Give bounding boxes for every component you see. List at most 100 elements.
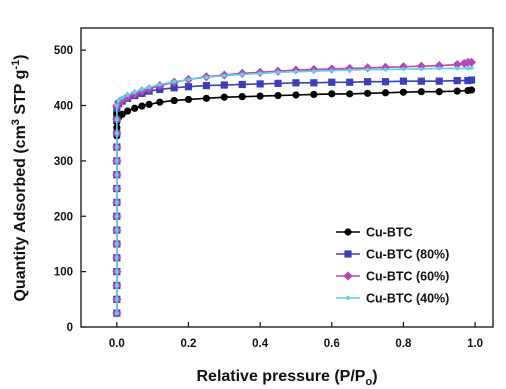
x-axis-title-end: ) [372,368,377,385]
data-point [145,100,153,109]
data-point [220,81,228,89]
data-point [383,67,388,72]
data-point [114,117,119,122]
data-point [328,78,336,86]
legend-item: Cu-BTC (40%) [336,292,449,306]
data-point [347,68,352,73]
data-point [293,69,298,74]
x-tick-label: 1.0 [467,338,483,350]
data-point [417,77,425,85]
plot-frame [80,27,494,328]
y-tick-label: 400 [54,101,73,113]
data-point [381,78,390,86]
data-point [292,79,300,87]
series-layer [112,57,477,318]
data-point [435,88,443,96]
data-point [401,66,406,71]
data-point [114,283,119,288]
data-point [276,70,281,75]
data-point [170,96,178,105]
data-point [156,98,164,106]
legend-marker [346,296,350,300]
data-point [238,93,246,101]
data-point [116,98,121,103]
data-point [114,145,119,150]
x-tick-label: 0.2 [180,338,196,350]
data-point [222,73,227,78]
x-axis-title-main: Relative pressure (P/P [196,368,365,385]
data-point [114,241,119,246]
y-axis-title-c: ) [12,54,29,59]
data-point [453,77,461,85]
data-point [364,89,372,97]
data-point [170,84,178,92]
data-point [240,72,245,77]
data-point [131,104,139,112]
data-point [186,77,191,82]
data-point [467,86,476,94]
data-point [157,82,162,87]
data-point [114,186,119,191]
legend-marker [344,250,352,258]
legend-label: Cu-BTC [366,226,413,240]
data-point [114,255,119,260]
data-point [292,91,300,99]
data-point [311,69,316,74]
data-point [455,66,460,71]
data-point [399,88,408,96]
data-point [364,78,372,86]
y-axis-title-sup1: 3 [10,119,22,125]
legend-item: Cu-BTC [336,226,413,240]
data-point [132,90,137,95]
data-point [419,66,424,71]
data-point [381,89,390,97]
data-point [435,77,443,85]
data-point [329,68,334,73]
data-point [469,65,474,70]
data-point [139,87,144,92]
data-point [466,57,477,67]
legend-marker [343,271,353,281]
data-point [399,77,408,85]
legend-label: Cu-BTC (40%) [366,292,449,306]
y-axis-title: Quantity Adsorbed (cm3 STP g-1) [10,54,29,301]
data-point [310,90,318,99]
data-point [328,90,336,98]
y-tick-label: 200 [54,211,73,223]
data-point [274,79,282,87]
data-point [114,228,119,233]
y-axis-title-a: Quantity Adsorbed (cm [12,125,29,301]
data-point [123,107,132,115]
legend-marker [344,228,352,236]
data-point [465,66,470,71]
data-point [365,67,370,72]
data-point [114,297,119,302]
data-point [310,79,318,87]
legend-item: Cu-BTC (80%) [336,248,449,262]
data-point [453,87,461,95]
data-point [256,80,264,88]
x-axis-title: Relative pressure (P/Po) [196,368,377,388]
data-point [172,79,177,84]
y-tick-label: 0 [67,322,73,334]
legend-label: Cu-BTC (80%) [366,248,449,262]
data-point [125,92,130,97]
y-tick-label: 500 [54,45,73,57]
data-point [238,80,246,89]
data-point [417,88,425,96]
y-axis-title-sup2: -1 [10,60,22,70]
data-point [346,78,354,86]
data-point [114,311,119,316]
axes-layer: 0.0 0.2 0.4 0.6 0.8 1.0 0 100 200 300 400 500 [54,45,483,350]
data-point [114,103,119,108]
legend-label: Cu-BTC (60%) [366,270,449,284]
data-point [258,71,263,76]
data-point [114,131,119,136]
data-point [204,75,209,80]
data-point [346,90,354,98]
data-point [114,172,119,177]
x-tick-label: 0.6 [324,338,340,350]
data-point [274,91,282,100]
y-axis-title-b: STP g [12,70,29,120]
